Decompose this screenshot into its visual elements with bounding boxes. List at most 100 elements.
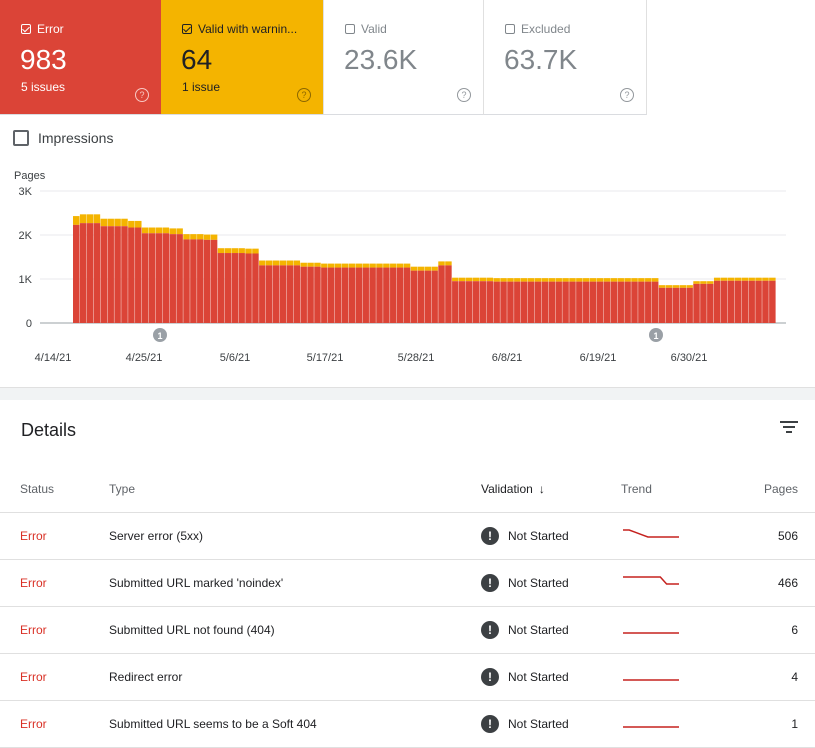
bar-warning — [286, 260, 294, 266]
filter-icon[interactable] — [780, 420, 798, 434]
card-valid[interactable]: Valid 23.6K ? — [323, 0, 484, 115]
bar-error — [86, 223, 94, 323]
x-tick-label: 5/28/21 — [398, 352, 435, 364]
bar-error — [197, 239, 204, 323]
bar-warning — [693, 281, 700, 284]
bar-error — [141, 233, 149, 323]
bar-warning — [755, 277, 762, 281]
checkbox-icon[interactable] — [182, 24, 192, 34]
row-type: Server error (5xx) — [108, 512, 480, 560]
table-row[interactable]: Error Submitted URL marked 'noindex'! Not … — [0, 559, 815, 607]
bar-warning — [672, 285, 680, 288]
bar-warning — [265, 260, 273, 266]
bar-warning — [148, 227, 156, 234]
row-validation: ! Not Started — [480, 512, 620, 560]
x-tick-label: 5/6/21 — [220, 352, 251, 364]
row-validation-text: Not Started — [508, 670, 569, 684]
bar-error — [252, 253, 259, 323]
bar-warning — [307, 262, 314, 267]
card-warning[interactable]: Valid with warnin... 64 1 issue ? — [161, 0, 323, 115]
alert-icon: ! — [481, 715, 499, 733]
bar-error — [390, 267, 397, 323]
bar-warning — [362, 263, 369, 268]
table-row[interactable]: Error Submitted URL not found (404)! Not S… — [0, 606, 815, 654]
bar-warning — [534, 278, 542, 282]
column-trend[interactable]: Trend — [620, 466, 722, 513]
row-status: Error — [0, 606, 108, 654]
bar-error — [334, 267, 342, 323]
checkbox-icon[interactable] — [21, 24, 31, 34]
column-pages[interactable]: Pages — [722, 466, 815, 513]
bar-warning — [293, 260, 301, 266]
bar-warning — [79, 214, 87, 224]
bar-warning — [713, 277, 721, 281]
trend-line — [623, 528, 679, 538]
bar-error — [183, 239, 190, 323]
bar-error — [748, 280, 755, 323]
bar-warning — [569, 278, 576, 282]
bar-error — [376, 267, 383, 323]
bar-warning — [155, 227, 163, 234]
bar-error — [148, 233, 156, 323]
bar-error — [328, 267, 335, 323]
bar-warning — [624, 278, 631, 282]
table-row[interactable]: Error Redirect error! Not Started 4 — [0, 653, 815, 701]
bar-warning — [762, 277, 769, 281]
x-tick-label: 6/30/21 — [671, 352, 708, 364]
bar-error — [555, 281, 562, 323]
bar-warning — [403, 263, 411, 268]
column-type[interactable]: Type — [108, 466, 480, 513]
bar-warning — [548, 278, 556, 282]
trend-sparkline — [623, 725, 679, 728]
bar-error — [210, 239, 218, 323]
bar-error — [238, 253, 245, 323]
trend-sparkline — [623, 631, 679, 634]
bar-warning — [238, 248, 245, 254]
bar-warning — [734, 277, 742, 281]
y-axis-label: Pages — [14, 170, 46, 182]
row-type: Submitted URL not found (404) — [108, 606, 480, 654]
card-warning-label: Valid with warnin... — [198, 22, 298, 36]
bar-warning — [445, 261, 452, 266]
bar-error — [369, 267, 376, 323]
bar-warning — [769, 277, 776, 281]
bar-error — [431, 270, 438, 323]
bar-error — [410, 270, 418, 323]
bar-warning — [107, 218, 114, 227]
bar-error — [176, 234, 183, 323]
table-row[interactable]: Error Server error (5xx)! Not Started 506 — [0, 512, 815, 560]
help-icon[interactable]: ? — [297, 88, 311, 102]
card-warning-sub: 1 issue — [182, 80, 221, 94]
bar-error — [100, 226, 108, 323]
card-error[interactable]: Error 983 5 issues ? — [0, 0, 161, 115]
bar-warning — [279, 260, 287, 266]
bar-warning — [479, 277, 487, 282]
help-icon[interactable]: ? — [620, 88, 634, 102]
bar-error — [720, 280, 728, 323]
column-validation[interactable]: Validation ↓ — [480, 466, 620, 513]
row-type: Redirect error — [108, 653, 480, 701]
help-icon[interactable]: ? — [135, 88, 149, 102]
checkbox-icon[interactable] — [13, 130, 29, 146]
bar-warning — [396, 263, 404, 268]
bar-error — [300, 266, 307, 323]
checkbox-icon[interactable] — [345, 24, 355, 34]
table-row[interactable]: Error Submitted URL seems to be a Soft 40… — [0, 700, 815, 748]
bar-error — [245, 253, 252, 323]
bar-warning — [424, 266, 431, 271]
checkbox-icon[interactable] — [505, 24, 515, 34]
bar-error — [610, 281, 618, 323]
bar-error — [417, 270, 425, 323]
card-excluded-header: Excluded — [505, 22, 570, 36]
x-tick-label: 4/25/21 — [126, 352, 163, 364]
column-status[interactable]: Status — [0, 466, 108, 513]
bar-warning — [493, 278, 500, 282]
bar-error — [73, 224, 80, 323]
bar-error — [452, 281, 459, 323]
bar-error — [665, 287, 673, 323]
impressions-toggle[interactable]: Impressions — [13, 130, 113, 146]
bar-error — [341, 267, 349, 323]
card-excluded[interactable]: Excluded 63.7K ? — [484, 0, 647, 115]
card-error-label: Error — [37, 22, 64, 36]
help-icon[interactable]: ? — [457, 88, 471, 102]
